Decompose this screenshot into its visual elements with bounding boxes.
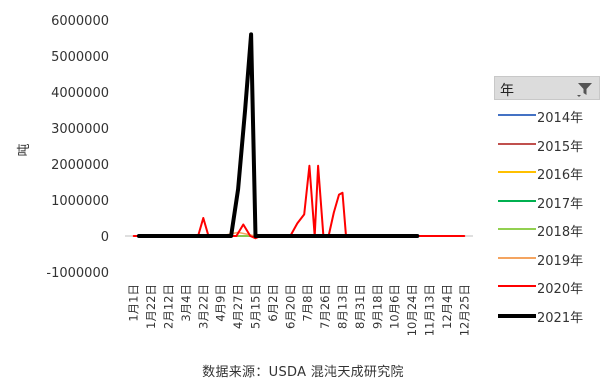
y-tick-label: 0 (101, 230, 109, 245)
source-note: 数据来源：USDA 混沌天成研究院 (202, 365, 404, 380)
y-tick-label: 2000000 (51, 158, 109, 173)
x-tick-label: 6月20日 (283, 284, 297, 329)
x-tick-label: 1月22日 (144, 284, 158, 329)
y-tick-label: 4000000 (51, 86, 109, 101)
x-tick-label: 6月2日 (266, 284, 280, 322)
legend-title: 年 (500, 83, 514, 99)
legend-swatch (498, 171, 536, 173)
x-tick-label: 2月12日 (162, 284, 176, 329)
y-tick-label: 3000000 (51, 122, 109, 137)
x-tick-label: 3月4日 (179, 284, 193, 322)
x-tick-label: 4月9日 (214, 284, 228, 322)
legend-item[interactable]: 2019年 (494, 248, 600, 269)
x-tick-label: 12月4日 (440, 284, 454, 329)
x-tick-label: 10月24日 (405, 284, 419, 336)
y-tick-label: 1000000 (51, 194, 109, 209)
x-tick-label: 10月6日 (388, 284, 402, 329)
x-tick-label: 5月15日 (249, 284, 263, 329)
series-line-2020年 (132, 164, 466, 240)
x-tick-label: 12月25日 (457, 284, 471, 336)
series-line-2021年 (136, 32, 420, 238)
legend-item[interactable]: 2018年 (494, 219, 600, 240)
legend-swatch (498, 285, 536, 287)
legend-item[interactable]: 2016年 (494, 162, 600, 183)
legend-label: 2019年 (537, 253, 584, 269)
x-tick-label: 7月8日 (301, 284, 315, 322)
filter-icon[interactable] (577, 81, 593, 97)
legend-swatch (498, 313, 536, 318)
y-tick-label: 5000000 (51, 50, 109, 65)
y-axis-label: 吨 (17, 143, 32, 156)
legend-swatch (498, 228, 536, 230)
legend: 年 2014年 2015年 2016年 2017年 2018年 2019年 2020年 202… (494, 76, 600, 332)
legend-header[interactable]: 年 (494, 76, 600, 100)
x-tick-label: 4月27日 (231, 284, 245, 329)
legend-item[interactable]: 2020年 (494, 276, 600, 297)
x-tick-label: 7月26日 (318, 284, 332, 329)
legend-swatch (498, 256, 536, 259)
legend-item[interactable]: 2017年 (494, 191, 600, 212)
legend-label: 2021年 (537, 310, 584, 326)
x-tick-label: 9月18日 (370, 284, 384, 329)
legend-swatch (498, 114, 536, 116)
x-tick-label: 8月31日 (353, 284, 367, 329)
legend-label: 2017年 (537, 196, 584, 212)
legend-label: 2016年 (537, 168, 584, 183)
x-tick-label: 11月13日 (423, 284, 437, 336)
legend-item[interactable]: 2021年 (494, 305, 600, 326)
legend-item[interactable]: 2015年 (494, 134, 600, 155)
legend-label: 2020年 (537, 282, 584, 297)
legend-swatch (498, 199, 536, 202)
x-tick-label: 1月1日 (127, 284, 141, 322)
x-tick-label: 3月22日 (196, 284, 210, 329)
legend-label: 2018年 (537, 225, 584, 240)
legend-label: 2015年 (537, 139, 584, 155)
legend-swatch (498, 142, 536, 145)
legend-item[interactable]: 2014年 (494, 105, 600, 126)
legend-label: 2014年 (537, 111, 584, 126)
x-tick-label: 8月13日 (336, 284, 350, 329)
y-tick-label: -1000000 (46, 266, 109, 281)
y-tick-label: 6000000 (51, 14, 109, 29)
